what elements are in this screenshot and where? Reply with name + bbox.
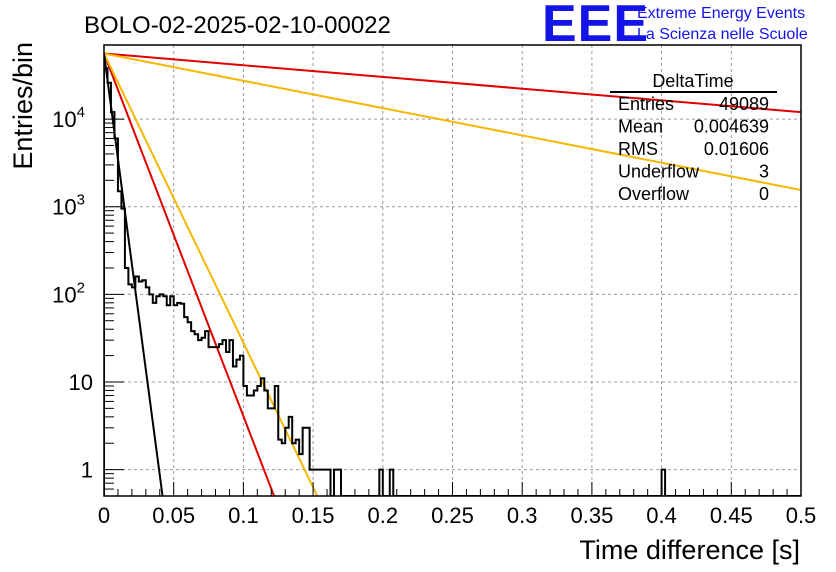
x-tick-label: 0.25: [431, 503, 474, 528]
eee-logo-line-2: La Scienza nelle Scuole: [637, 26, 808, 43]
x-tick-label: 0.1: [228, 503, 259, 528]
histogram-outline: [104, 67, 801, 496]
fit-line-1: [104, 52, 801, 192]
eee-logo-line-1: Extreme Energy Events: [637, 5, 805, 22]
y-tick-label: 1: [81, 458, 93, 483]
stats-row-label: Entries: [618, 94, 674, 114]
y-axis-title: Entries/bin: [8, 42, 38, 170]
fit-line-4: [104, 53, 164, 496]
fit-line-2: [104, 53, 276, 496]
stats-box-title: DeltaTime: [652, 71, 733, 91]
stats-row-label: Mean: [618, 117, 663, 137]
histogram: [104, 67, 801, 496]
stats-row-label: Overflow: [618, 184, 690, 204]
stats-row-label: Underflow: [618, 162, 700, 182]
fit-line-3: [104, 53, 319, 496]
x-tick-label: 0.2: [368, 503, 399, 528]
eee-logo: EEE: [542, 0, 649, 53]
x-tick-label: 0.35: [570, 503, 613, 528]
stats-row-value: 0.01606: [704, 139, 769, 159]
stats-row-label: RMS: [618, 139, 658, 159]
x-tick-label: 0.3: [507, 503, 538, 528]
x-tick-label: 0: [98, 503, 110, 528]
stats-row-value: 0: [759, 184, 769, 204]
y-tick-label: 104: [52, 104, 85, 132]
x-tick-label: 0.45: [710, 503, 753, 528]
x-axis-title: Time difference [s]: [579, 535, 800, 565]
stats-row-value: 0.004639: [694, 117, 769, 137]
fit-line-0: [104, 52, 801, 114]
stats-row-value: 3: [759, 162, 769, 182]
x-tick-label: 0.5: [786, 503, 817, 528]
y-tick-label: 103: [52, 192, 85, 220]
stats-row-value: 49089: [719, 94, 769, 114]
y-tick-label: 10: [69, 370, 93, 395]
x-tick-label: 0.05: [152, 503, 195, 528]
y-axis-ticks: 1 10 102 103 104: [52, 104, 124, 497]
run-title: BOLO-02-2025-02-10-00022: [84, 12, 391, 39]
fit-lines: [104, 52, 801, 496]
y-tick-label: 102: [52, 279, 85, 307]
x-axis-ticks: 0 0.05 0.1 0.15 0.2 0.25 0.3 0.35 0.4 0.45 0.5: [98, 482, 816, 528]
x-tick-label: 0.15: [292, 503, 335, 528]
stats-box: DeltaTime Entries 49089 Mean 0.004639 RMS 0.0…: [610, 71, 777, 204]
x-tick-label: 0.4: [646, 503, 677, 528]
